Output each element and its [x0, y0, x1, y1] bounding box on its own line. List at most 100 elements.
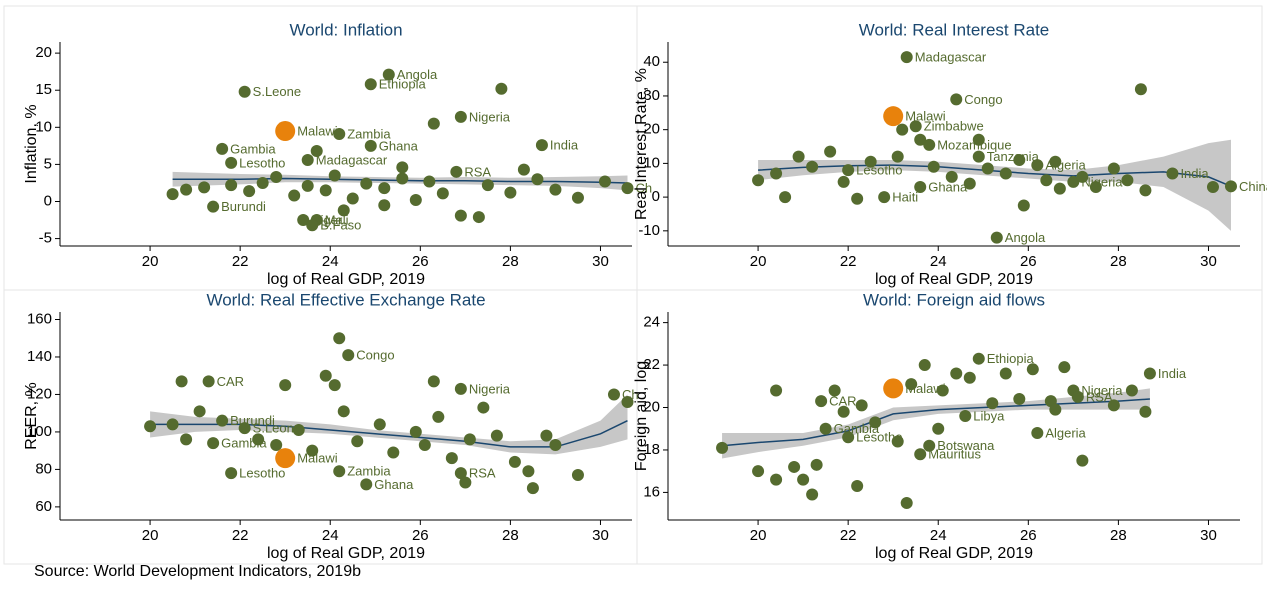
point [463, 433, 476, 446]
x-tick-label: 24 [322, 527, 339, 544]
point [810, 458, 823, 471]
point [216, 142, 229, 155]
point [1206, 180, 1219, 193]
point [621, 395, 634, 408]
point [373, 418, 386, 431]
point [945, 170, 958, 183]
x-axis-label: log of Real GDP, 2019 [267, 545, 425, 562]
y-tick-label: 10 [643, 154, 660, 171]
x-tick-label: 24 [322, 253, 339, 270]
point [1125, 384, 1138, 397]
point-label: Angola [397, 67, 438, 82]
point [166, 418, 179, 431]
point [166, 188, 179, 201]
point-label: Ghana [928, 179, 968, 194]
point [855, 399, 868, 412]
point [950, 93, 963, 106]
point [310, 145, 323, 158]
point [905, 378, 918, 391]
point [180, 183, 193, 196]
point [360, 478, 373, 491]
point [571, 469, 584, 482]
point [333, 465, 346, 478]
point [238, 85, 251, 98]
point-label: Mauritius [928, 447, 981, 462]
point [1053, 182, 1066, 195]
fit-line [150, 420, 628, 448]
y-tick-label: 15 [35, 81, 52, 98]
point-label: CAR [217, 374, 244, 389]
point [270, 171, 283, 184]
point [454, 209, 467, 222]
x-tick-label: 24 [930, 527, 947, 544]
point [990, 231, 1003, 244]
x-tick-label: 22 [232, 527, 249, 544]
point-label: Malawi [905, 109, 946, 124]
x-tick-label: 24 [930, 253, 947, 270]
point [423, 175, 436, 188]
point [806, 488, 819, 501]
point-label: Ghana [379, 138, 419, 153]
point [337, 204, 350, 217]
point [1224, 180, 1237, 193]
panel-title: World: Real Effective Exchange Rate [206, 290, 485, 309]
point [292, 424, 305, 437]
point [364, 139, 377, 152]
point [1089, 180, 1102, 193]
y-axis-label: Foreign aid, log [633, 361, 650, 471]
y-tick-label: 30 [643, 87, 660, 104]
point [752, 174, 765, 187]
point [1166, 167, 1179, 180]
x-tick-label: 20 [142, 527, 159, 544]
point [999, 167, 1012, 180]
point [396, 161, 409, 174]
point [180, 433, 193, 446]
point [923, 439, 936, 452]
point [963, 177, 976, 190]
point-label: Lesotho [239, 466, 285, 481]
point [207, 200, 220, 213]
point [1143, 367, 1156, 380]
point [193, 405, 206, 418]
point [396, 172, 409, 185]
point [770, 473, 783, 486]
point [837, 175, 850, 188]
point [306, 444, 319, 457]
y-tick-label: 5 [44, 155, 52, 172]
point [225, 467, 238, 480]
point-label: Niger [311, 212, 343, 227]
point [972, 133, 985, 146]
point [1026, 363, 1039, 376]
x-tick-label: 30 [592, 253, 609, 270]
highlight-point [275, 448, 296, 469]
point-label: Lesotho [856, 430, 902, 445]
y-tick-label: 120 [27, 385, 52, 402]
point [540, 429, 553, 442]
point [770, 167, 783, 180]
point [914, 448, 927, 461]
point-label: RSA [1086, 389, 1113, 404]
point [770, 384, 783, 397]
point-label: Burundi [221, 199, 266, 214]
point [225, 179, 238, 192]
panel-title: World: Real Interest Rate [859, 20, 1050, 39]
point [752, 465, 765, 478]
point [409, 194, 422, 207]
point [1139, 184, 1152, 197]
y-tick-label: 20 [643, 398, 660, 415]
panel-title: World: Foreign aid flows [863, 290, 1045, 309]
point [1107, 162, 1120, 175]
point [459, 476, 472, 489]
point [909, 120, 922, 133]
point-label: S.Leone [253, 84, 301, 99]
point [342, 349, 355, 362]
y-tick-label: 0 [44, 192, 52, 209]
point [508, 455, 521, 468]
panel-title: World: Inflation [289, 20, 402, 39]
y-tick-label: 24 [643, 314, 660, 331]
point [972, 150, 985, 163]
y-axis-label: Real Interest Rate, % [633, 68, 650, 220]
point [319, 369, 332, 382]
point-label: Lesotho [239, 155, 285, 170]
